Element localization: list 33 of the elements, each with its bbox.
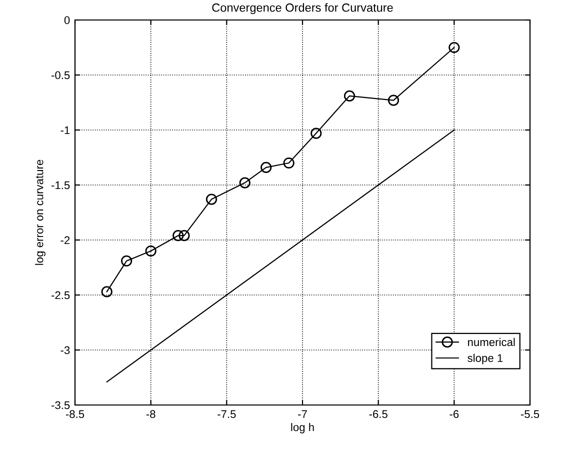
y-tick-label: -2.5 [51, 291, 70, 300]
x-tick-label: -7.5 [218, 410, 236, 418]
point [172, 230, 184, 242]
legend-label: slope 1 [468, 354, 503, 364]
legend-label: numerical [468, 338, 515, 346]
y-tick-label: -2 [60, 236, 70, 244]
point [283, 157, 294, 169]
point [310, 128, 322, 139]
x-tick-label: -6 [450, 410, 459, 418]
x-tick-label: -8.5 [66, 410, 84, 418]
point [388, 94, 400, 106]
point [101, 286, 112, 298]
y-axis-title: log error on curvature [35, 160, 46, 265]
x-tick-label: -7 [298, 410, 307, 418]
y-tick-label: -1 [60, 126, 70, 134]
point [206, 194, 218, 205]
point [121, 255, 132, 266]
y-tick-label: -0.5 [51, 71, 70, 80]
point [145, 245, 156, 257]
point [344, 90, 356, 102]
y-tick-label: -3 [60, 346, 70, 354]
point [260, 162, 272, 173]
x-axis-title: log h [291, 422, 314, 434]
y-tick-label: 0 [64, 16, 70, 24]
y-tick-label: -3.5 [51, 401, 70, 410]
point [448, 42, 460, 54]
point [239, 177, 250, 188]
x-tick-label: -5.5 [520, 410, 540, 418]
y-tick-label: -1.5 [51, 181, 70, 190]
x-tick-label: -6.5 [369, 410, 388, 418]
chart-title: Convergence Orders for Curvature [212, 3, 393, 14]
x-tick-label: -8 [146, 410, 156, 418]
point [178, 230, 190, 242]
